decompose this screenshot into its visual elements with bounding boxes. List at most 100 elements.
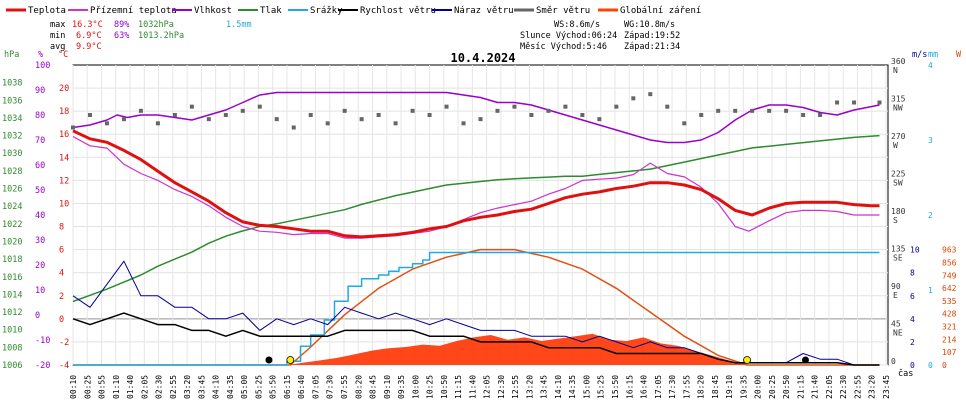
x-tick-label: 06:15 — [283, 375, 292, 399]
y-tick-pressure: 1030 — [2, 149, 22, 159]
y-tick-direction: 315 — [891, 95, 906, 104]
y-tick-pressure: 1036 — [2, 96, 22, 106]
legend-label-wind: Rychlost větru — [360, 6, 436, 16]
stats-max-label: max — [50, 20, 65, 30]
series-direction-point — [87, 113, 92, 117]
axis-unit-mm: mm — [928, 50, 938, 60]
series-direction-point — [478, 117, 483, 122]
series-direction-point — [665, 104, 670, 109]
series-direction-point — [223, 113, 228, 117]
series-direction-point — [138, 108, 143, 113]
y-tick-direction-cardinal: SE — [893, 254, 903, 263]
series-solar-theoretical — [73, 248, 880, 366]
stats-min-temp: 6.9°C — [76, 31, 102, 41]
series-ground-temp — [72, 135, 880, 239]
legend-label-press: Tlak — [260, 6, 282, 16]
series-direction-point — [206, 117, 211, 122]
series-direction-point — [597, 117, 602, 122]
series-direction-point — [359, 117, 364, 122]
stats-rain: 1.5mm — [226, 20, 252, 30]
y-tick-direction-cardinal: S — [893, 216, 898, 225]
stats-avg-label: avg — [50, 42, 65, 52]
axis-unit-ms: m/s — [912, 50, 927, 60]
x-tick-label: 09:10 — [383, 375, 392, 399]
stats-block: max 16.3°C 89% 1032hPa 1.5mm min 6.9°C 6… — [50, 20, 252, 52]
x-tick-label: 14:10 — [554, 375, 563, 399]
y-tick-solar: 107 — [942, 348, 957, 357]
series-direction-point — [852, 100, 857, 105]
y-tick-pressure: 1022 — [2, 220, 22, 230]
y-tick-direction-cardinal: NE — [893, 329, 903, 338]
y-tick-temperature: -4 — [59, 361, 69, 371]
y-tick-direction: 0 — [891, 357, 896, 366]
x-tick-label: 00:10 — [69, 375, 78, 399]
y-tick-pressure: 1034 — [2, 114, 22, 124]
y-tick-solar: 642 — [942, 284, 957, 293]
x-tick-label: 08:45 — [369, 375, 378, 399]
y-tick-temperature: 20 — [59, 84, 69, 94]
y-tick-temperature: 2 — [59, 292, 64, 302]
y-tick-humidity: -10 — [35, 336, 50, 346]
series-direction-point — [461, 121, 466, 126]
series-direction-point — [784, 108, 789, 113]
axis-unit-time: čas — [898, 368, 913, 379]
info-sun-set: Západ:19:52 — [624, 31, 680, 41]
axis-unit-c: °C — [58, 50, 68, 60]
stats-min-press: 1013.2hPa — [138, 31, 184, 41]
series-direction-point — [546, 108, 551, 113]
x-tick-label: 07:30 — [326, 375, 335, 399]
x-tick-label: 14:35 — [568, 375, 577, 399]
x-tick-label: 02:55 — [169, 375, 178, 399]
marker-sunset — [743, 356, 751, 364]
x-tick-label: 12:30 — [497, 375, 506, 399]
y-tick-temperature: 4 — [59, 269, 64, 279]
x-tick-label: 22:30 — [839, 375, 848, 399]
x-tick-label: 15:50 — [611, 375, 620, 399]
stats-max-hum: 89% — [114, 20, 129, 30]
legend-label-gust: Náraz větru — [454, 6, 514, 16]
series-direction-point — [325, 121, 330, 126]
y-tick-solar: 214 — [942, 335, 957, 344]
y-tick-temperature: 12 — [59, 176, 69, 186]
x-tick-label: 23:45 — [882, 375, 891, 399]
x-tick-label: 22:05 — [825, 375, 834, 399]
series-direction-point — [393, 121, 398, 126]
y-tick-direction-cardinal: SW — [893, 179, 903, 188]
y-tick-direction: 135 — [891, 245, 906, 254]
stats-avg-temp: 9.9°C — [76, 42, 102, 52]
series-direction-point — [495, 108, 500, 113]
x-tick-label: 19:10 — [725, 375, 734, 399]
y-tick-wind: 2 — [910, 338, 915, 347]
series-direction-point — [257, 104, 262, 109]
y-tick-rain: 1 — [928, 286, 933, 295]
y-tick-direction-cardinal: E — [893, 291, 898, 300]
y-tick-direction: 360 — [891, 57, 906, 66]
x-tick-label: 10:00 — [411, 375, 420, 399]
y-tick-humidity: 60 — [35, 161, 45, 171]
series-direction-point — [291, 125, 296, 130]
series-direction-point — [648, 92, 653, 97]
x-tick-label: 05:25 — [254, 375, 263, 399]
x-tick-label: 00:55 — [98, 375, 107, 399]
info-moon-rise: Měsíc Východ:5:46 — [520, 42, 607, 52]
x-tick-label: 16:15 — [625, 375, 634, 399]
x-tick-label: 20:00 — [754, 375, 763, 399]
x-tick-label: 00:25 — [83, 375, 92, 399]
y-tick-humidity: -20 — [35, 361, 50, 371]
series-direction-point — [563, 104, 568, 109]
y-tick-wind: 6 — [910, 292, 915, 301]
series-direction-point — [308, 113, 313, 117]
x-tick-label: 08:20 — [354, 375, 363, 399]
axis-unit-pct: % — [38, 50, 43, 60]
marker-moonset — [801, 356, 809, 364]
axis-unit-w: W — [956, 50, 962, 60]
series-direction-point — [512, 104, 517, 109]
y-tick-solar: 963 — [942, 246, 957, 255]
series-direction-point — [818, 113, 823, 117]
y-tick-wind: 8 — [910, 269, 915, 278]
x-tick-label: 06:40 — [297, 375, 306, 399]
y-tick-direction: 225 — [891, 170, 906, 179]
y-tick-direction: 90 — [891, 282, 901, 291]
stats-max-press: 1032hPa — [138, 20, 174, 30]
